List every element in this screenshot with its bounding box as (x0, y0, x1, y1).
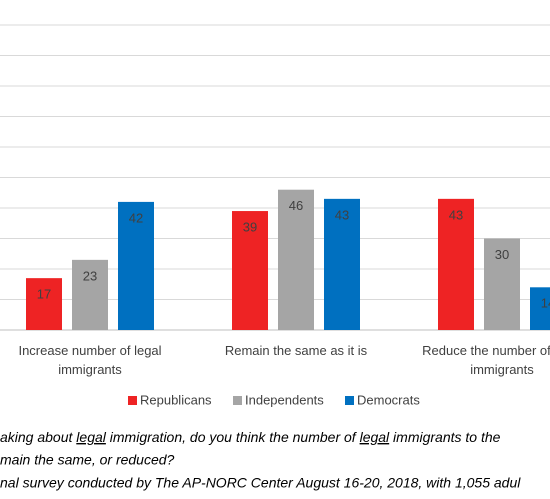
bar (438, 198, 474, 330)
data-label: 43 (335, 207, 349, 222)
bar (278, 189, 314, 330)
data-label: 42 (129, 210, 143, 225)
bar (484, 238, 520, 330)
bar (324, 198, 360, 330)
footnote-question: main the same, or reduced? (0, 452, 175, 468)
bar (118, 201, 154, 330)
legend-swatch (233, 396, 242, 405)
bar (72, 259, 108, 330)
bar (530, 287, 550, 330)
data-label: 43 (449, 207, 463, 222)
x-tick-label: Increase number of legal immigrants (18, 343, 162, 377)
footnote-text: aking about (0, 429, 76, 445)
data-label: 23 (83, 268, 97, 283)
legend-swatch (345, 396, 354, 405)
footnote-text: legal (76, 429, 106, 445)
bar (232, 211, 268, 330)
legend-label: Independents (245, 392, 324, 407)
x-tick-label: Reduce the number of legal immigrants (422, 343, 550, 377)
footnote-text: immigrants to the (389, 429, 500, 445)
legend-swatch (128, 396, 137, 405)
footnote-source: nal survey conducted by The AP-NORC Cent… (0, 475, 521, 491)
data-label: 17 (37, 287, 51, 302)
legend-label: Democrats (357, 392, 420, 407)
data-label: 14 (541, 296, 550, 311)
x-tick-label: Remain the same as it is (224, 343, 368, 358)
data-label: 46 (289, 198, 303, 213)
legend-label: Republicans (140, 392, 212, 407)
footnote-text: immigration, do you think the number of (106, 429, 360, 445)
footnote-question: aking about legal immigration, do you th… (0, 429, 501, 445)
data-label: 30 (495, 247, 509, 262)
footnote-text: legal (360, 429, 390, 445)
data-label: 39 (243, 219, 257, 234)
bar (26, 278, 62, 330)
